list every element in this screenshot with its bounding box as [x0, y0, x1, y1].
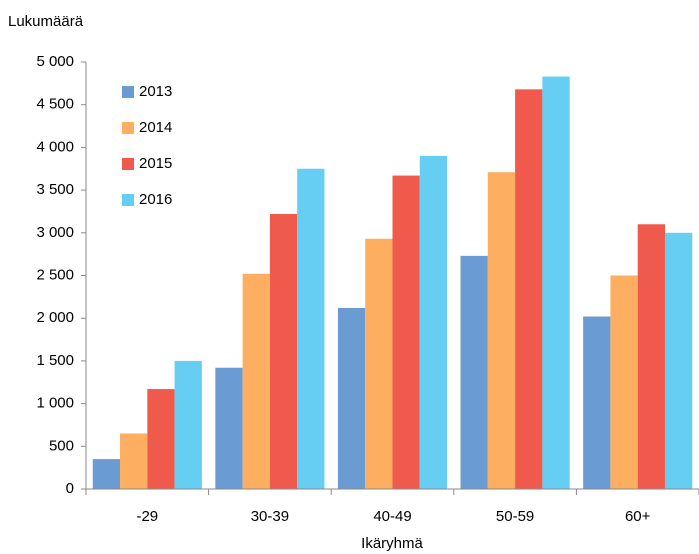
y-tick-label: 4 000: [36, 138, 74, 155]
y-tick-label: 4 500: [36, 96, 74, 113]
bar: [147, 389, 175, 489]
bar: [242, 273, 270, 489]
bar: [515, 89, 543, 489]
legend-swatch: [122, 194, 134, 206]
bar: [365, 238, 393, 489]
y-tick-label: 3 500: [36, 181, 74, 198]
legend-label: 2014: [139, 119, 172, 136]
y-tick-label: 0: [66, 480, 74, 497]
legend-label: 2016: [139, 191, 172, 208]
bar: [269, 214, 298, 489]
bar: [487, 172, 516, 489]
x-tick-label: 40-49: [373, 508, 411, 525]
bar: [92, 459, 121, 489]
y-tick-label: 1 000: [36, 395, 74, 412]
x-tick-label: -29: [136, 508, 158, 525]
bar: [120, 433, 148, 489]
y-tick-label: 500: [49, 437, 74, 454]
y-tick-label: 2 500: [36, 266, 74, 283]
y-tick-label: 1 500: [36, 352, 74, 369]
legend-swatch: [122, 86, 134, 98]
y-tick-label: 2 000: [36, 309, 74, 326]
y-tick-label: 3 000: [36, 224, 74, 241]
y-axis-title: Lukumäärä: [8, 13, 84, 30]
bar: [583, 316, 611, 489]
legend-label: 2015: [139, 155, 172, 172]
bar: [460, 255, 488, 489]
legend-label: 2013: [139, 83, 172, 100]
bar: [174, 360, 202, 489]
x-axis-title: Ikäryhmä: [361, 535, 423, 552]
bar: [392, 175, 420, 489]
legend-swatch: [122, 158, 134, 170]
bar: [542, 76, 570, 489]
bar: [610, 275, 638, 489]
bar: [215, 367, 243, 489]
x-tick-label: 50-59: [496, 508, 534, 525]
legend-swatch: [122, 122, 134, 134]
bar: [337, 307, 366, 489]
x-tick-label: 60+: [625, 508, 651, 525]
y-tick-label: 5 000: [36, 53, 74, 70]
bar: [664, 232, 693, 490]
bar: [419, 155, 448, 489]
bar: [297, 168, 325, 489]
bar: [637, 224, 665, 489]
x-tick-label: 30-39: [251, 508, 289, 525]
